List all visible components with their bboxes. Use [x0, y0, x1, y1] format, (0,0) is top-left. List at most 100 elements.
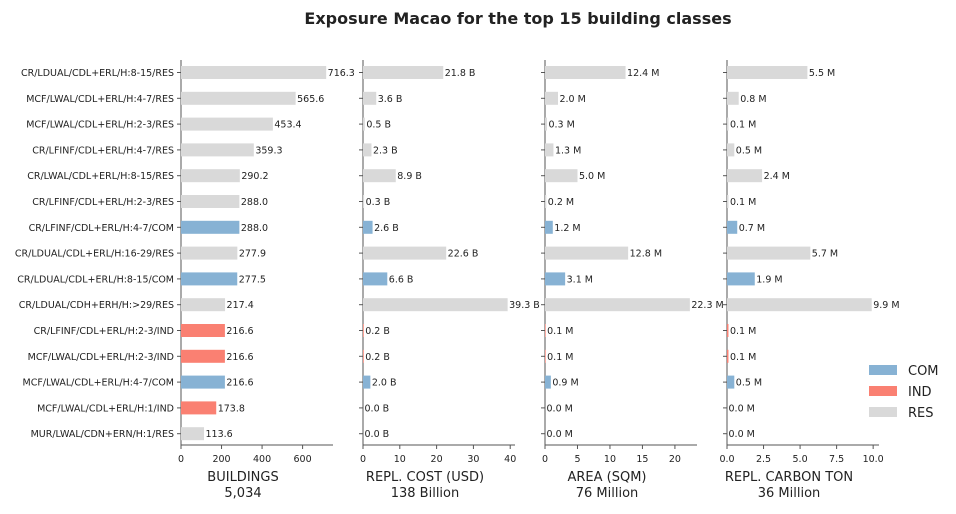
x-axis-title: REPL. COST (USD)	[366, 470, 484, 485]
category-label: CR/LWAL/CDL+ERL/H:8-15/RES	[27, 171, 174, 182]
bar-res	[545, 169, 578, 183]
category-label: MCF/LWAL/CDL+ERL/H:2-3/IND	[28, 352, 174, 363]
x-axis-title: BUILDINGS	[207, 470, 278, 485]
legend-item-res: RES	[869, 406, 934, 421]
x-tick-label: 2.5	[756, 454, 771, 465]
bar-value-label: 716.3	[328, 68, 355, 79]
bar-value-label: 0.0 M	[729, 403, 755, 414]
bar-res	[363, 91, 377, 105]
bar-ind	[545, 324, 546, 337]
legend-label: RES	[908, 406, 934, 421]
bar-res	[727, 246, 811, 260]
bar-value-label: 5.5 M	[809, 68, 835, 79]
legend-item-com: COM	[869, 364, 939, 379]
bar-value-label: 0.1 M	[730, 326, 756, 337]
x-tick-label: 600	[294, 454, 312, 465]
x-tick-label: 0	[178, 454, 184, 465]
x-tick-label: 10	[604, 454, 616, 465]
bar-value-label: 2.3 B	[373, 145, 398, 156]
x-tick-label: 20	[669, 454, 681, 465]
bar-res	[181, 169, 240, 183]
bar-com	[545, 375, 551, 389]
category-label: CR/LFINF/CDL+ERL/H:4-7/RES	[32, 145, 174, 156]
x-axis-title: REPL. CARBON TON	[725, 470, 853, 485]
bar-ind	[181, 324, 225, 337]
panel-3: 12.4 M 2.0 M 0.3 M 1.3 M 5.0 M 0.2 M 1.2 M 12.8…	[541, 60, 724, 501]
panels: 716.3 CR/LDUAL/CDL+ERL/H:8-15/RES 565.6 MCF…	[15, 60, 900, 501]
bar-com	[363, 272, 388, 286]
x-tick-label: 40	[504, 454, 516, 465]
bar-value-label: 22.6 B	[448, 249, 479, 260]
panel-total: 36 Million	[758, 486, 821, 501]
bar-value-label: 216.6	[226, 326, 253, 337]
bar-ind	[727, 349, 729, 363]
bar-value-label: 277.9	[239, 249, 266, 260]
bar-res	[545, 298, 690, 312]
bar-value-label: 2.0 B	[372, 378, 397, 389]
bar-value-label: 1.3 M	[555, 145, 581, 156]
bar-value-label: 1.2 M	[554, 223, 580, 234]
bar-value-label: 0.0 B	[365, 403, 390, 414]
bar-res	[181, 143, 254, 157]
bar-value-label: 0.1 M	[730, 352, 756, 363]
bar-value-label: 12.4 M	[627, 68, 659, 79]
legend-label: IND	[908, 385, 932, 400]
bar-ind	[545, 349, 546, 363]
category-label: MCF/LWAL/CDL+ERL/H:2-3/RES	[26, 120, 174, 131]
category-label: CR/LFINF/CDL+ERL/H:4-7/COM	[29, 223, 174, 234]
bar-ind	[363, 349, 364, 363]
panel-4: 5.5 M 0.8 M 0.1 M 0.5 M 2.4 M 0.1 M 0.7 M 5.7 M…	[719, 60, 900, 501]
bar-value-label: 12.8 M	[630, 249, 662, 260]
bar-value-label: 359.3	[255, 145, 282, 156]
x-tick-label: 200	[212, 454, 230, 465]
bar-ind	[181, 401, 217, 415]
bar-value-label: 2.4 M	[764, 171, 790, 182]
bar-res	[545, 117, 547, 131]
bar-value-label: 0.0 M	[729, 429, 755, 440]
bar-res	[363, 66, 444, 79]
bar-res	[545, 91, 558, 105]
bar-value-label: 0.0 M	[547, 429, 573, 440]
bar-res	[727, 143, 735, 157]
legend-label: COM	[908, 364, 939, 379]
bar-value-label: 0.0 M	[547, 403, 573, 414]
bar-value-label: 39.3 B	[509, 300, 540, 311]
bar-res	[727, 66, 808, 79]
bar-value-label: 173.8	[218, 403, 245, 414]
bar-value-label: 5.7 M	[812, 249, 838, 260]
bar-value-label: 277.5	[239, 274, 266, 285]
bar-value-label: 0.8 M	[740, 94, 766, 105]
category-label: CR/LDUAL/CDL+ERL/H:16-29/RES	[15, 249, 174, 260]
bar-value-label: 0.0 B	[365, 429, 390, 440]
panel-total: 5,034	[224, 486, 261, 501]
panel-total: 76 Million	[576, 486, 639, 501]
category-label: CR/LDUAL/CDL+ERL/H:8-15/RES	[21, 68, 174, 79]
bar-value-label: 217.4	[227, 300, 254, 311]
bar-com	[181, 220, 240, 234]
bar-res	[181, 117, 273, 131]
bar-value-label: 22.3 M	[691, 300, 723, 311]
bar-res	[181, 246, 238, 260]
legend-item-ind: IND	[869, 385, 932, 400]
bar-value-label: 0.1 M	[547, 352, 573, 363]
bar-com	[727, 375, 735, 389]
category-label: MCF/LWAL/CDL+ERL/H:1/IND	[37, 403, 174, 414]
bar-ind	[727, 324, 729, 337]
bar-value-label: 0.3 M	[548, 120, 574, 131]
category-label: CR/LFINF/CDL+ERL/H:2-3/RES	[32, 197, 174, 208]
bar-res	[363, 195, 365, 208]
bar-res	[727, 117, 729, 131]
bar-value-label: 0.2 B	[365, 326, 390, 337]
legend-swatch	[869, 365, 897, 375]
x-tick-label: 20	[431, 454, 443, 465]
x-tick-label: 10.0	[863, 454, 884, 465]
bar-value-label: 0.5 M	[736, 378, 762, 389]
bar-ind	[181, 349, 225, 363]
bar-res	[545, 195, 547, 208]
bar-com	[181, 272, 238, 286]
bar-res	[727, 91, 739, 105]
panel-2: 21.8 B 3.6 B 0.5 B 2.3 B 8.9 B 0.3 B 2.6 B 22.6…	[359, 60, 540, 501]
x-tick-label: 0	[360, 454, 366, 465]
bar-value-label: 0.5 B	[366, 120, 391, 131]
